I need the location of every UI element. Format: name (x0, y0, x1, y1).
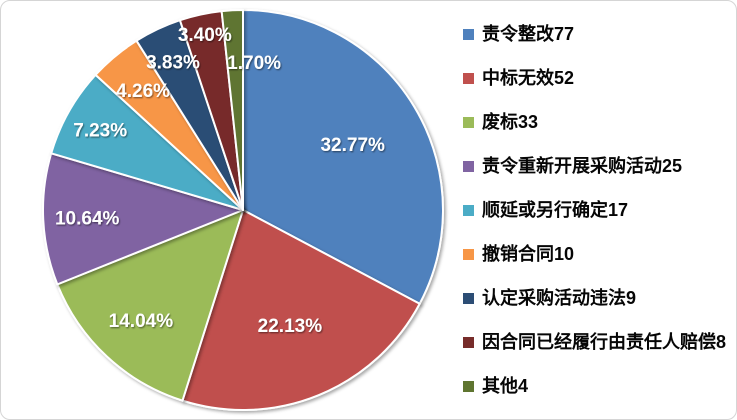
percent-label-4: 10.64% (55, 208, 120, 229)
legend-item-label: 撤销合同10 (482, 244, 575, 264)
percent-label-3: 14.04% (109, 311, 174, 332)
pie-slices (42, 8, 444, 411)
legend-item-label: 顺延或另行确定17 (482, 200, 629, 220)
legend-item-label: 废标33 (482, 112, 539, 132)
legend-item-9: 其他4 (463, 364, 733, 408)
legend-item-6: 撤销合同10 (463, 232, 733, 276)
legend-marker-icon (463, 204, 474, 216)
pie-slice-9 (220, 8, 244, 211)
legend-marker-icon (463, 116, 474, 128)
legend-item-label: 因合同已经履行由责任人赔偿8 (482, 332, 727, 352)
legend: 责令整改77 中标无效52 废标33 责令重新开展采购活动25 顺延或另行确定17 撤销合… (463, 12, 733, 408)
legend-item-label: 中标无效52 (482, 68, 575, 88)
legend-item-label: 认定采购活动违法9 (482, 288, 637, 308)
percent-label-7: 3.83% (146, 53, 200, 74)
legend-marker-icon (463, 380, 474, 392)
legend-marker-icon (463, 160, 474, 172)
legend-item-2: 中标无效52 (463, 56, 733, 100)
pie-slice-4 (42, 152, 244, 286)
percent-label-5: 7.23% (73, 120, 127, 141)
percent-label-2: 22.13% (258, 316, 323, 337)
pie-slice-1 (242, 9, 444, 305)
legend-marker-icon (463, 248, 474, 260)
legend-marker-icon (463, 72, 474, 84)
legend-marker-icon (463, 292, 474, 304)
legend-item-3: 废标33 (463, 100, 733, 144)
percent-label-6: 4.26% (116, 81, 170, 102)
legend-item-8: 因合同已经履行由责任人赔偿8 (463, 320, 733, 364)
legend-item-5: 顺延或另行确定17 (463, 188, 733, 232)
legend-item-label: 责令整改77 (482, 24, 575, 44)
pie-slice-3 (56, 209, 244, 402)
legend-item-1: 责令整改77 (463, 12, 733, 56)
pie-slice-2 (181, 209, 421, 411)
legend-item-7: 认定采购活动违法9 (463, 276, 733, 320)
percent-label-8: 3.40% (178, 25, 232, 46)
percent-label-9: 1.70% (227, 53, 281, 74)
percent-label-1: 32.77% (320, 135, 385, 156)
legend-marker-icon (463, 28, 474, 40)
legend-item-label: 其他4 (482, 376, 529, 396)
legend-marker-icon (463, 336, 474, 348)
legend-item-4: 责令重新开展采购活动25 (463, 144, 733, 188)
legend-item-label: 责令重新开展采购活动25 (482, 156, 683, 176)
pie-percent-labels: 32.77% 22.13% 14.04% 10.64% 7.23% 4.26% 3.83% 3… (55, 25, 385, 337)
